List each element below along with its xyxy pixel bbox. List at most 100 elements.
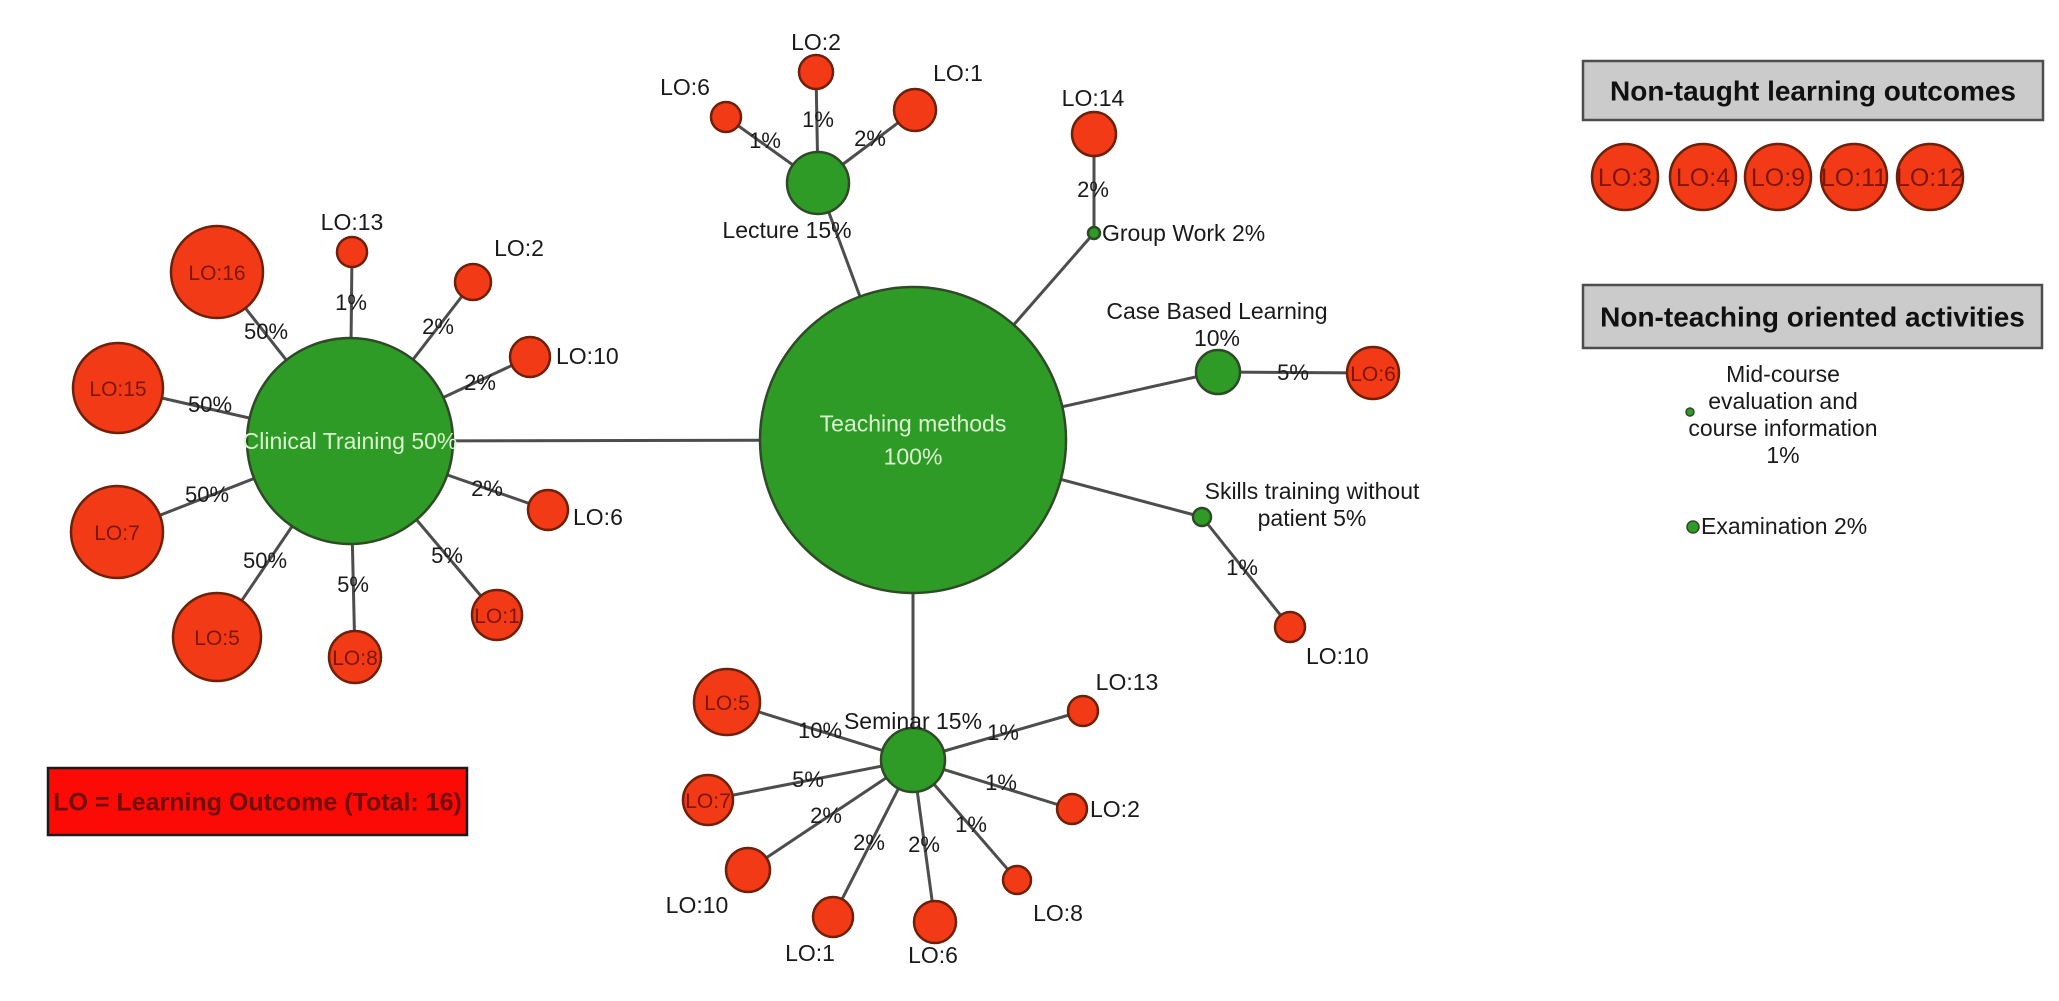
node-gw-lo14 [1070,110,1118,158]
node-sem-lo7 [681,773,735,827]
edge-percent-label-lecture-lec-lo1: 2% [854,126,886,151]
lo-note-box [46,766,469,837]
node-label-sem-lo2: LO:2 [1090,796,1140,822]
nodes-layer [69,53,1401,945]
note-layer: LO = Learning Outcome (Total: 16) [46,766,469,837]
node-label-cbl-lo6: LO:6 [1350,363,1396,386]
edge-labels-layer: 50% 1% 2% 2% 50% 50% 50% 5% 5% 2% 1% 1% 2% 2% 5% 1% 10% 5… [185,107,1309,857]
edge-percent-label-clinical-ct-lo16: 50% [244,319,288,344]
legend-activity-dot-0 [1685,407,1695,417]
legend-node-lo12 [1895,142,1965,212]
node-ct-lo6 [526,488,570,532]
node-sem-lo6 [912,899,958,945]
node-label-ct-lo16: LO:16 [188,262,245,285]
node-label-gw-lo14: LO:14 [1062,85,1125,111]
edge-percent-label-clinical-ct-lo10: 2% [464,370,496,395]
node-label-ct-lo1: LO:1 [474,605,520,628]
node-ct-lo7 [69,484,165,580]
edge-percent-label-seminar-sem-lo10: 2% [810,803,842,828]
node-label-lec-lo6: LO:6 [660,74,710,100]
node-label-sem-lo1: LO:1 [785,940,835,966]
lo-note-text: LO = Learning Outcome (Total: 16) [53,789,462,817]
node-label-sk-lo10: LO:10 [1306,643,1369,669]
node-cbl [1194,348,1242,396]
node-lec-lo6 [709,100,743,134]
node-skills [1191,506,1213,528]
edge-percent-label-clinical-ct-lo13: 1% [335,290,367,315]
node-seminar [879,726,947,794]
node-ct-lo10 [508,335,552,379]
node-ct-lo13 [335,235,369,269]
edge-percent-label-clinical-ct-lo7: 50% [185,482,229,507]
edge-percent-label-skills-sk-lo10: 1% [1226,555,1258,580]
node-teaching [758,285,1068,595]
node-sem-lo1 [811,895,855,939]
node-ct-lo8 [327,629,383,685]
edge-percent-label-lecture-lec-lo2: 1% [802,107,834,132]
node-label-sem-lo7: LO:7 [685,790,731,813]
node-label-skills: Skills training without patient 5% [1205,478,1420,531]
node-ct-lo15 [71,341,165,435]
node-label-teaching: Teaching methods 100% [820,411,1007,470]
legend-activity-dot-1 [1686,520,1700,534]
edge-percent-label-seminar-sem-lo13: 1% [987,720,1019,745]
edge-percent-label-clinical-ct-lo2: 2% [422,314,454,339]
node-label-ct-lo8: LO:8 [332,647,378,670]
node-label-sem-lo10: LO:10 [666,892,729,918]
edge-percent-label-clinical-ct-lo8: 5% [337,572,369,597]
legend-node-label-lo9: LO:9 [1751,164,1805,192]
node-label-ct-lo15: LO:15 [89,378,146,401]
node-ct-lo2 [453,262,493,302]
node-groupwork [1086,225,1102,241]
legend-node-label-lo11: LO:11 [1821,164,1887,192]
node-lecture [785,150,851,216]
node-sem-lo5 [692,667,762,737]
node-label-lec-lo2: LO:2 [791,29,841,55]
edge-percent-label-clinical-ct-lo5: 50% [243,548,287,573]
edge-percent-label-seminar-sem-lo6: 2% [908,832,940,857]
node-label-ct-lo5: LO:5 [194,627,240,650]
node-label-clinical: Clinical Training 50% [243,428,458,454]
edge-percent-label-clinical-ct-lo15: 50% [188,392,232,417]
node-labels-layer: Teaching methods 100% Clinical Training 50… [89,29,1420,968]
edge-percent-label-lecture-lec-lo6: 1% [749,128,781,153]
node-label-ct-lo2: LO:2 [494,235,544,261]
node-ct-lo16 [169,224,265,320]
legend-activity-label-1: Examination 2% [1701,513,1867,539]
edge-skills-sk-lo10 [1200,516,1292,628]
node-sem-lo2 [1055,792,1089,826]
node-sk-lo10 [1273,610,1307,644]
node-sem-lo8 [1001,864,1033,896]
node-ct-lo5 [171,591,263,683]
node-label-seminar: Seminar 15% [844,708,982,734]
node-label-ct-lo6: LO:6 [573,504,623,530]
edge-percent-label-seminar-sem-lo5: 10% [798,718,842,743]
node-sem-lo10 [724,846,772,894]
node-label-lecture: Lecture 15% [722,217,851,243]
edge-seminar-sem-lo7 [707,758,914,802]
legend-node-label-lo4: LO:4 [1676,164,1730,192]
legend-non-taught-title: Non-taught learning outcomes [1610,76,2016,107]
legend-node-label-lo12: LO:12 [1896,164,1964,192]
node-clinical [245,336,455,546]
node-ct-lo1 [470,588,524,642]
legend-non-teaching-title: Non-teaching oriented activities [1600,302,2025,333]
node-label-sem-lo5: LO:5 [704,692,750,715]
legend-node-label-lo3: LO:3 [1598,164,1652,192]
node-label-sem-lo13: LO:13 [1096,669,1159,695]
node-label-ct-lo10: LO:10 [556,343,619,369]
edge-percent-label-seminar-sem-lo1: 2% [853,830,885,855]
edge-percent-label-cbl-cbl-lo6: 5% [1277,360,1309,385]
node-sem-lo13 [1066,694,1100,728]
node-label-sem-lo8: LO:8 [1033,900,1083,926]
node-label-groupwork: Group Work 2% [1102,220,1265,246]
edge-percent-label-clinical-ct-lo1: 5% [431,543,463,568]
node-label-sem-lo6: LO:6 [908,942,958,968]
legend-activity-label-0: Mid-course evaluation and course informati… [1688,361,1877,468]
edge-percent-label-seminar-sem-lo7: 5% [792,767,824,792]
node-lec-lo1 [892,87,938,133]
legend-layer: Non-taught learning outcomes LO:3 LO:4 LO:9… [1581,59,2045,539]
legend-node-lo3 [1590,142,1660,212]
